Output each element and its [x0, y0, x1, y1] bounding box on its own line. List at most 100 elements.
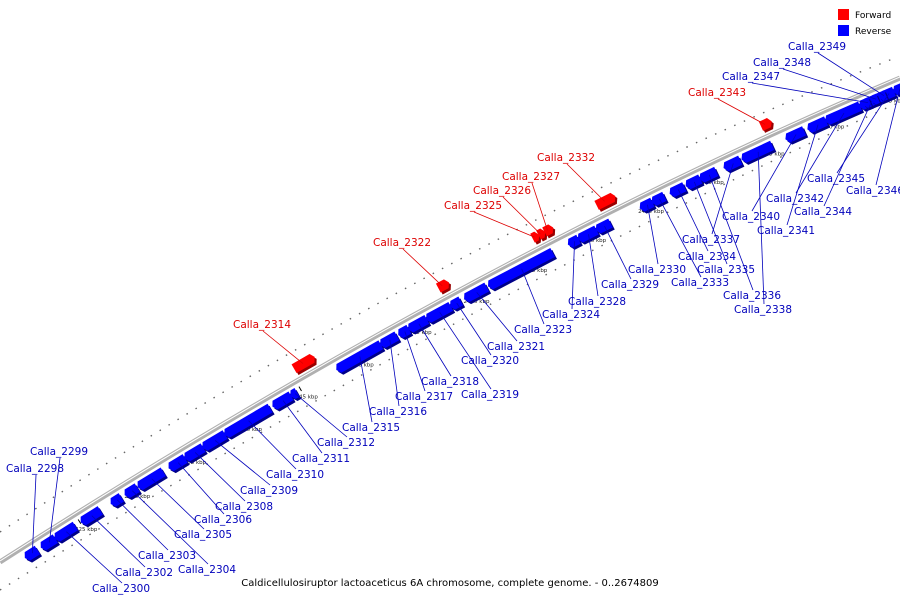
- gene-label[interactable]: Calla_2302: [115, 567, 173, 579]
- gene-arrow-calla-2336[interactable]: [699, 166, 719, 183]
- gene-label-leader: [476, 292, 518, 342]
- gene-arrow-calla-2346[interactable]: [893, 83, 900, 96]
- gene-arrow-calla-2333[interactable]: [651, 191, 667, 206]
- genome-backbone: [0, 75, 900, 565]
- gene-label-leader: [418, 323, 452, 377]
- scale-tick-mark: [298, 386, 302, 392]
- gene-label[interactable]: Calla_2345: [807, 173, 865, 185]
- gene-label[interactable]: Calla_2309: [240, 485, 298, 497]
- gene-label[interactable]: Calla_2344: [794, 206, 852, 218]
- gene-arrow-calla-2334[interactable]: [669, 182, 687, 198]
- scale-tick-label: 2445 kbp: [292, 394, 318, 400]
- gene-label[interactable]: Calla_2299: [30, 446, 88, 458]
- gene-label[interactable]: Calla_2347: [722, 71, 780, 83]
- gene-label[interactable]: Calla_2343: [688, 87, 746, 99]
- gene-label[interactable]: Calla_2314: [233, 319, 291, 331]
- gene-arrow-calla-2316[interactable]: [380, 331, 400, 349]
- gene-label-leader: [717, 98, 766, 125]
- scale-tick-label: 2455 kbp: [406, 330, 432, 336]
- gene-label[interactable]: Calla_2316: [369, 406, 427, 418]
- gene-label[interactable]: Calla_2303: [138, 550, 196, 562]
- gene-label[interactable]: Calla_2325: [444, 200, 502, 212]
- gene-label-leader: [836, 93, 890, 174]
- gene-label[interactable]: Calla_2327: [502, 171, 560, 183]
- gene-arrow-calla-2328[interactable]: [577, 225, 599, 243]
- gene-label[interactable]: Calla_2329: [601, 279, 659, 291]
- gene-label[interactable]: Calla_2320: [461, 355, 519, 367]
- gene-label[interactable]: Calla_2322: [373, 237, 431, 249]
- gene-arrow-calla-2318[interactable]: [408, 314, 430, 333]
- gene-arrow-calla-2310[interactable]: [224, 403, 273, 438]
- gene-arrow-calla-2304[interactable]: [124, 483, 140, 498]
- gene-arrow-calla-2327[interactable]: [542, 224, 554, 237]
- gene-label[interactable]: Calla_2300: [92, 583, 150, 595]
- gene-arrow-calla-2309[interactable]: [202, 430, 228, 451]
- gene-arrow-calla-2321[interactable]: [464, 282, 490, 303]
- gene-label[interactable]: Calla_2310: [266, 469, 324, 481]
- gene-label-leader: [48, 457, 61, 543]
- gene-label-leader: [456, 302, 492, 356]
- gene-label[interactable]: Calla_2337: [682, 234, 740, 246]
- gene-arrow-calla-2330[interactable]: [639, 197, 655, 212]
- gene-label-leader: [823, 100, 873, 207]
- gene-label-leader: [359, 356, 373, 423]
- scale-tick-label: 2450 kbp: [348, 362, 374, 368]
- gene-arrow-calla-2312[interactable]: [290, 388, 300, 400]
- gene-arrow-calla-2311[interactable]: [272, 391, 294, 410]
- gene-arrow-calla-2338[interactable]: [741, 140, 775, 163]
- gene-label[interactable]: Calla_2308: [215, 501, 273, 513]
- outer-dotted-track: [0, 57, 896, 533]
- gene-label[interactable]: Calla_2318: [421, 376, 479, 388]
- scale-tick-label: 2425 kbp: [71, 527, 97, 533]
- gene-arrow-calla-2317[interactable]: [398, 324, 412, 339]
- gene-label[interactable]: Calla_2298: [6, 463, 64, 475]
- gene-arrow-calla-2319[interactable]: [426, 301, 454, 323]
- gene-label[interactable]: Calla_2333: [671, 277, 729, 289]
- gene-label[interactable]: Calla_2346: [846, 185, 900, 197]
- gene-label[interactable]: Calla_2324: [542, 309, 600, 321]
- gene-label[interactable]: Calla_2332: [537, 152, 595, 164]
- gene-label[interactable]: Calla_2304: [178, 564, 236, 576]
- gene-arrow-calla-2332[interactable]: [594, 192, 616, 210]
- gene-label-leader: [693, 181, 728, 265]
- gene-label-leader: [31, 474, 37, 554]
- gene-arrow-calla-2323[interactable]: [487, 248, 555, 290]
- genome-backbone-highlight: [0, 76, 900, 562]
- gene-label[interactable]: Calla_2348: [753, 57, 811, 69]
- strand-legend: Forward Reverse: [838, 9, 892, 37]
- gene-arrow-calla-2326[interactable]: [536, 228, 546, 240]
- gene-label[interactable]: Calla_2323: [514, 324, 572, 336]
- gene-label[interactable]: Calla_2305: [174, 529, 232, 541]
- gene-label[interactable]: Calla_2315: [342, 422, 400, 434]
- gene-label[interactable]: Calla_2338: [734, 304, 792, 316]
- gene-label[interactable]: Calla_2328: [568, 296, 626, 308]
- gene-label[interactable]: Calla_2349: [788, 41, 846, 53]
- scale-tick-label: 2460 kbp: [464, 299, 490, 305]
- gene-arrow-calla-2315[interactable]: [336, 340, 384, 373]
- gene-label[interactable]: Calla_2334: [678, 251, 736, 263]
- gene-label[interactable]: Calla_2335: [697, 264, 755, 276]
- gene-label[interactable]: Calla_2319: [461, 389, 519, 401]
- gene-arrow-calla-2320[interactable]: [450, 296, 464, 310]
- gene-label[interactable]: Calla_2330: [628, 264, 686, 276]
- gene-label[interactable]: Calla_2341: [757, 225, 815, 237]
- gene-label[interactable]: Calla_2340: [722, 211, 780, 223]
- gene-label[interactable]: Calla_2321: [487, 341, 545, 353]
- gene-arrow-calla-2335[interactable]: [685, 174, 703, 190]
- gene-label[interactable]: Calla_2306: [194, 514, 252, 526]
- gene-arrow-calla-2343[interactable]: [758, 118, 772, 131]
- gene-label[interactable]: Calla_2326: [473, 185, 531, 197]
- gene-label[interactable]: Calla_2311: [292, 453, 350, 465]
- gene-arrow-calla-2325[interactable]: [530, 231, 540, 243]
- gene-label[interactable]: Calla_2312: [317, 437, 375, 449]
- gene-label[interactable]: Calla_2336: [723, 290, 781, 302]
- gene-label[interactable]: Calla_2317: [395, 391, 453, 403]
- gene-label-leader: [647, 204, 659, 265]
- gene-arrow-calla-2329[interactable]: [595, 218, 613, 234]
- gene-label-leader: [439, 312, 492, 390]
- gene-label-leader: [502, 196, 541, 235]
- gene-label[interactable]: Calla_2342: [766, 193, 824, 205]
- gene-label-leader: [214, 440, 271, 486]
- gene-arrow-calla-2314[interactable]: [291, 354, 315, 374]
